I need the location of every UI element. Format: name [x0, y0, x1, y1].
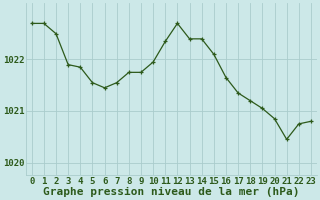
- X-axis label: Graphe pression niveau de la mer (hPa): Graphe pression niveau de la mer (hPa): [43, 187, 300, 197]
